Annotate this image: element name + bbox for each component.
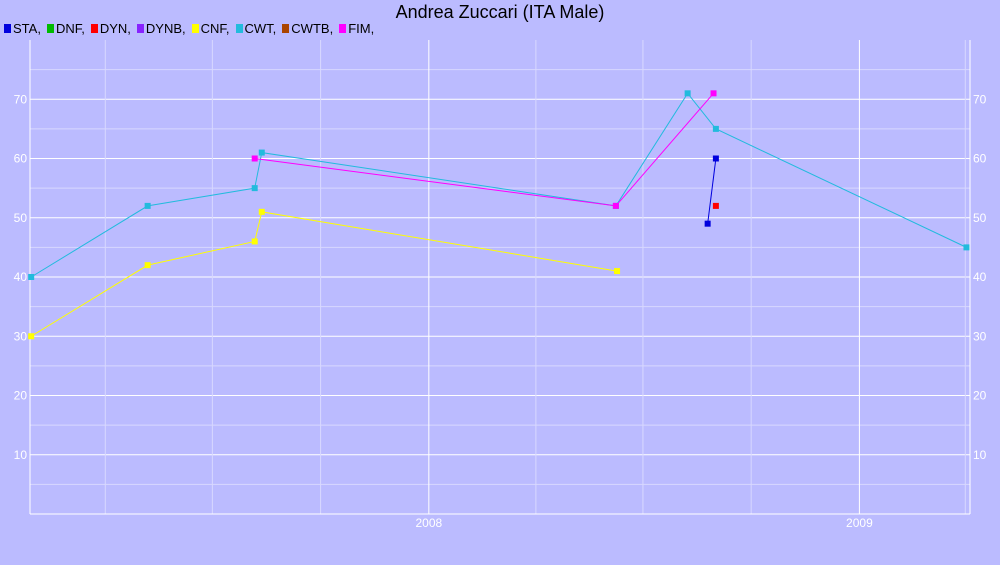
legend-swatch (90, 23, 98, 33)
data-point-cnf (251, 238, 258, 245)
data-point-fim (251, 155, 258, 162)
legend-swatch (339, 23, 347, 33)
x-tick-label: 2008 (415, 516, 442, 530)
y-tick-label-left: 50 (14, 211, 28, 225)
data-point-cnf (258, 208, 265, 215)
legend-label: CWTB, (291, 20, 334, 36)
chart-title: Andrea Zuccari (ITA Male) (395, 2, 605, 22)
legend-item-sta: STA, (4, 21, 41, 36)
data-point-cwt (712, 125, 719, 132)
data-point-cnf (614, 268, 621, 275)
data-point-sta (712, 155, 719, 162)
y-tick-label-left: 20 (14, 389, 28, 403)
y-tick-label-right: 70 (973, 92, 987, 106)
data-point-fim (612, 202, 619, 209)
legend-item-dyn: DYN, (90, 20, 131, 36)
y-tick-label-left: 60 (14, 152, 28, 166)
legend-item-fim: FIM, (339, 21, 374, 36)
legend-label: DYNB, (145, 20, 186, 36)
data-point-sta (704, 220, 711, 227)
y-tick-label-right: 10 (973, 448, 987, 462)
y-tick-label-left: 10 (14, 448, 28, 462)
legend-item-cnf: CNF, (191, 20, 230, 36)
legend-swatch (282, 23, 290, 33)
data-point-cwt (258, 149, 265, 156)
y-tick-label-right: 60 (973, 152, 987, 166)
legend-label: CNF, (200, 20, 230, 36)
series-line-cwt (30, 92, 967, 278)
legend-item-dnf: DNF, (46, 20, 85, 36)
legend-swatch (235, 23, 243, 33)
data-point-dyn (712, 202, 719, 209)
legend-item-cwt: CWT, (235, 20, 277, 36)
y-tick-label-left: 70 (14, 92, 28, 106)
legend-item-dynb: DYNB, (136, 20, 186, 36)
y-tick-label-left: 30 (14, 329, 28, 343)
y-tick-label-right: 30 (973, 329, 987, 343)
legend-label: DYN, (99, 20, 131, 36)
data-point-cwt (963, 244, 970, 251)
series-line-fim (254, 92, 714, 207)
legend-swatch (4, 23, 11, 33)
y-tick-label-right: 20 (973, 389, 987, 403)
data-point-cwt (684, 90, 691, 97)
legend-label: CWT, (244, 20, 277, 36)
legend-label: STA, (13, 20, 41, 36)
legend-item-cwtb: CWTB, (282, 21, 333, 36)
data-point-fim (710, 90, 717, 97)
legend: STA, DNF, DYN, DYNB, CNF, CWT, CWTB, FIM, (4, 20, 380, 36)
data-point-cwt (28, 274, 35, 280)
data-point-cwt (251, 185, 258, 192)
x-tick-label: 2009 (846, 516, 873, 530)
series-line-sta (707, 158, 717, 224)
legend-swatch (136, 23, 144, 33)
y-tick-label-left: 40 (14, 270, 28, 284)
legend-swatch (191, 23, 199, 33)
legend-label: FIM, (348, 20, 375, 36)
legend-swatch (46, 23, 54, 33)
data-point-cnf (28, 333, 35, 340)
y-tick-label-right: 40 (973, 270, 987, 284)
y-tick-label-right: 50 (973, 211, 987, 225)
data-point-cwt (144, 202, 151, 209)
series-line-cnf (30, 211, 618, 337)
data-point-cnf (144, 262, 151, 269)
legend-label: DNF, (55, 20, 85, 36)
